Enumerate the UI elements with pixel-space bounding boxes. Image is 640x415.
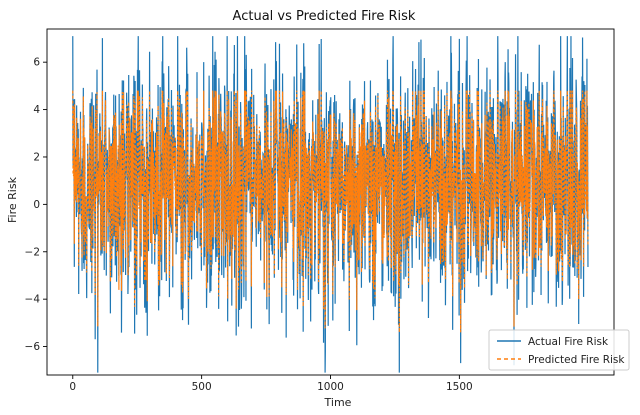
y-tick-label: −2 <box>25 246 40 258</box>
y-axis-label: Fire Risk <box>6 176 19 223</box>
x-axis-label: Time <box>324 396 352 409</box>
y-tick-label: −4 <box>25 294 41 306</box>
legend-box <box>488 329 630 371</box>
axes: 0 500 1000 1500 −6 −4 −2 0 2 4 6 <box>25 28 615 393</box>
y-tick-label: 4 <box>33 104 40 116</box>
y-tick-label: 2 <box>33 151 40 163</box>
legend-label-actual: Actual Fire Risk <box>528 336 609 348</box>
y-tick-label: 0 <box>33 199 40 211</box>
legend: Actual Fire Risk Predicted Fire Risk <box>488 329 630 371</box>
plot-area <box>72 36 589 373</box>
series-line-predicted <box>72 90 589 333</box>
y-tick-label: 6 <box>33 57 40 69</box>
x-tick-label: 1000 <box>317 381 344 393</box>
x-tick-label: 0 <box>69 381 76 393</box>
x-tick-label: 1500 <box>446 381 473 393</box>
y-tick-label: −6 <box>25 341 41 353</box>
legend-label-predicted: Predicted Fire Risk <box>528 354 625 366</box>
x-tick-label: 500 <box>192 381 212 393</box>
chart-title: Actual vs Predicted Fire Risk <box>233 9 416 24</box>
